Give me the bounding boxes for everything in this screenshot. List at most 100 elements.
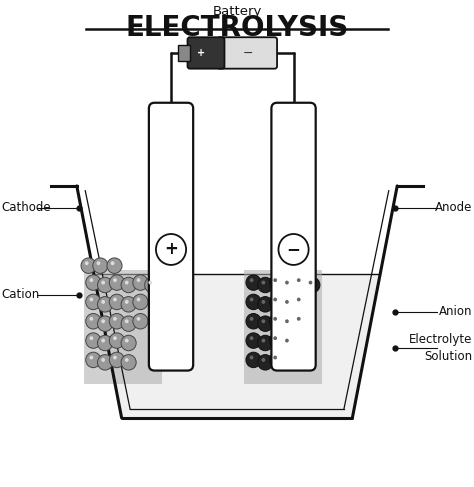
Circle shape — [98, 355, 113, 370]
Circle shape — [101, 319, 105, 323]
Circle shape — [250, 336, 254, 340]
Circle shape — [250, 298, 254, 301]
Circle shape — [101, 358, 105, 362]
Circle shape — [109, 314, 124, 329]
Circle shape — [101, 281, 105, 284]
Circle shape — [98, 335, 113, 351]
Circle shape — [250, 317, 254, 321]
Text: Battery: Battery — [212, 5, 262, 18]
Circle shape — [270, 275, 284, 290]
Circle shape — [262, 319, 265, 323]
Circle shape — [125, 338, 128, 342]
Circle shape — [81, 258, 96, 273]
Circle shape — [262, 338, 265, 342]
Circle shape — [111, 262, 115, 265]
Circle shape — [145, 277, 160, 293]
Text: −: − — [243, 46, 254, 59]
FancyBboxPatch shape — [188, 37, 225, 69]
Circle shape — [86, 352, 101, 368]
Circle shape — [281, 277, 296, 293]
Circle shape — [107, 258, 122, 273]
Circle shape — [285, 300, 289, 304]
Text: −: − — [287, 241, 301, 259]
Circle shape — [121, 335, 136, 351]
Circle shape — [137, 298, 140, 301]
FancyBboxPatch shape — [218, 37, 277, 69]
Circle shape — [121, 277, 136, 293]
Circle shape — [258, 297, 273, 312]
Circle shape — [121, 297, 136, 312]
Circle shape — [93, 258, 108, 273]
Bar — [84, 270, 162, 384]
FancyBboxPatch shape — [149, 103, 193, 371]
Text: +: + — [197, 48, 205, 58]
Circle shape — [270, 333, 284, 348]
Circle shape — [137, 317, 140, 321]
Circle shape — [262, 358, 265, 362]
Circle shape — [270, 352, 284, 368]
Circle shape — [285, 319, 289, 323]
Text: Anion: Anion — [439, 305, 473, 318]
Circle shape — [258, 277, 273, 293]
Circle shape — [258, 316, 273, 332]
Circle shape — [109, 352, 124, 368]
Circle shape — [273, 356, 277, 359]
Circle shape — [90, 298, 93, 301]
Text: +: + — [164, 241, 178, 259]
Text: Anode: Anode — [435, 201, 473, 214]
Circle shape — [101, 338, 105, 342]
Text: ELECTROLYSIS: ELECTROLYSIS — [126, 14, 348, 42]
Circle shape — [125, 281, 128, 284]
Circle shape — [125, 300, 128, 304]
Circle shape — [90, 336, 93, 340]
Circle shape — [90, 278, 93, 282]
Circle shape — [246, 314, 261, 329]
Circle shape — [133, 275, 148, 290]
Circle shape — [273, 298, 277, 301]
Circle shape — [156, 234, 186, 265]
FancyBboxPatch shape — [272, 103, 316, 371]
Circle shape — [270, 314, 284, 329]
Bar — [244, 270, 322, 384]
Circle shape — [109, 294, 124, 310]
Circle shape — [273, 278, 277, 282]
Circle shape — [250, 278, 254, 282]
Circle shape — [86, 275, 101, 290]
Circle shape — [297, 298, 301, 301]
Circle shape — [86, 294, 101, 310]
Circle shape — [90, 317, 93, 321]
Circle shape — [86, 314, 101, 329]
Circle shape — [285, 338, 289, 342]
Circle shape — [98, 297, 113, 312]
Circle shape — [101, 300, 105, 304]
Circle shape — [113, 356, 117, 359]
Polygon shape — [94, 274, 380, 418]
Circle shape — [98, 277, 113, 293]
Circle shape — [285, 281, 289, 284]
Circle shape — [125, 358, 128, 362]
Circle shape — [125, 319, 128, 323]
Circle shape — [278, 234, 309, 265]
Circle shape — [113, 278, 117, 282]
Circle shape — [113, 317, 117, 321]
Circle shape — [86, 333, 101, 348]
Circle shape — [293, 294, 308, 310]
Circle shape — [293, 314, 308, 329]
Circle shape — [246, 352, 261, 368]
Circle shape — [297, 317, 301, 321]
Circle shape — [297, 278, 301, 282]
Circle shape — [133, 294, 148, 310]
Circle shape — [246, 275, 261, 290]
Text: Cathode: Cathode — [1, 201, 51, 214]
Circle shape — [90, 356, 93, 359]
Circle shape — [281, 316, 296, 332]
Text: Electrolyte
Solution: Electrolyte Solution — [409, 333, 473, 363]
Circle shape — [85, 262, 89, 265]
Circle shape — [281, 297, 296, 312]
Circle shape — [270, 294, 284, 310]
Circle shape — [258, 335, 273, 351]
Circle shape — [309, 281, 312, 284]
Circle shape — [250, 356, 254, 359]
Circle shape — [148, 281, 152, 284]
Circle shape — [109, 275, 124, 290]
